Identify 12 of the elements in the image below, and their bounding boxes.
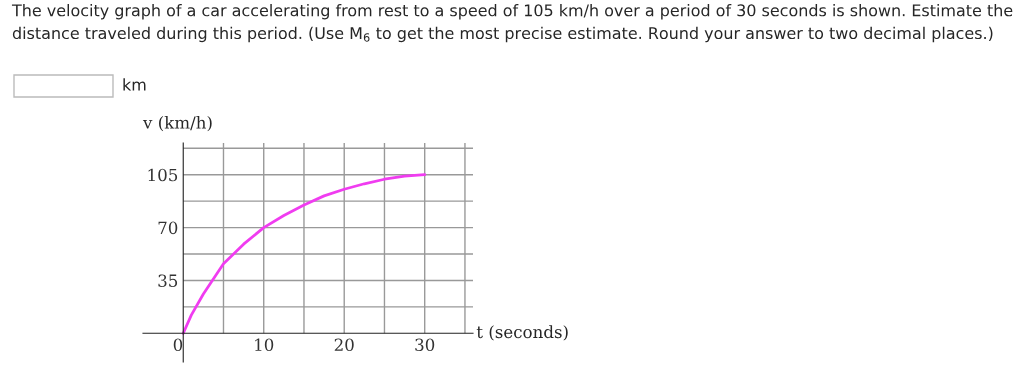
line-series <box>181 173 427 335</box>
x-tick-label: 20 <box>334 338 354 352</box>
text: The velocity graph of a car accelerating from rest to a speed of 105 km/h over a period of 30 seconds is shown. Estimate the distance traveled during this period. (Use M$_{6}$ to get the most precise estimate. Round your answer to two decimal places.) <box>11 4 1013 43</box>
x-axis-title: t (seconds) <box>476 325 568 341</box>
x-tick-label: 10 <box>255 338 274 352</box>
y-axis-title: v (km/h) <box>142 115 212 132</box>
x-tick-label: 30 <box>415 338 435 352</box>
y-tick-label: 70 <box>158 221 178 235</box>
x-tick-label: 0 <box>173 338 183 352</box>
y-tick-label: 35 <box>158 274 178 288</box>
text: km <box>123 78 146 91</box>
y-tick-label: 105 <box>148 168 178 182</box>
